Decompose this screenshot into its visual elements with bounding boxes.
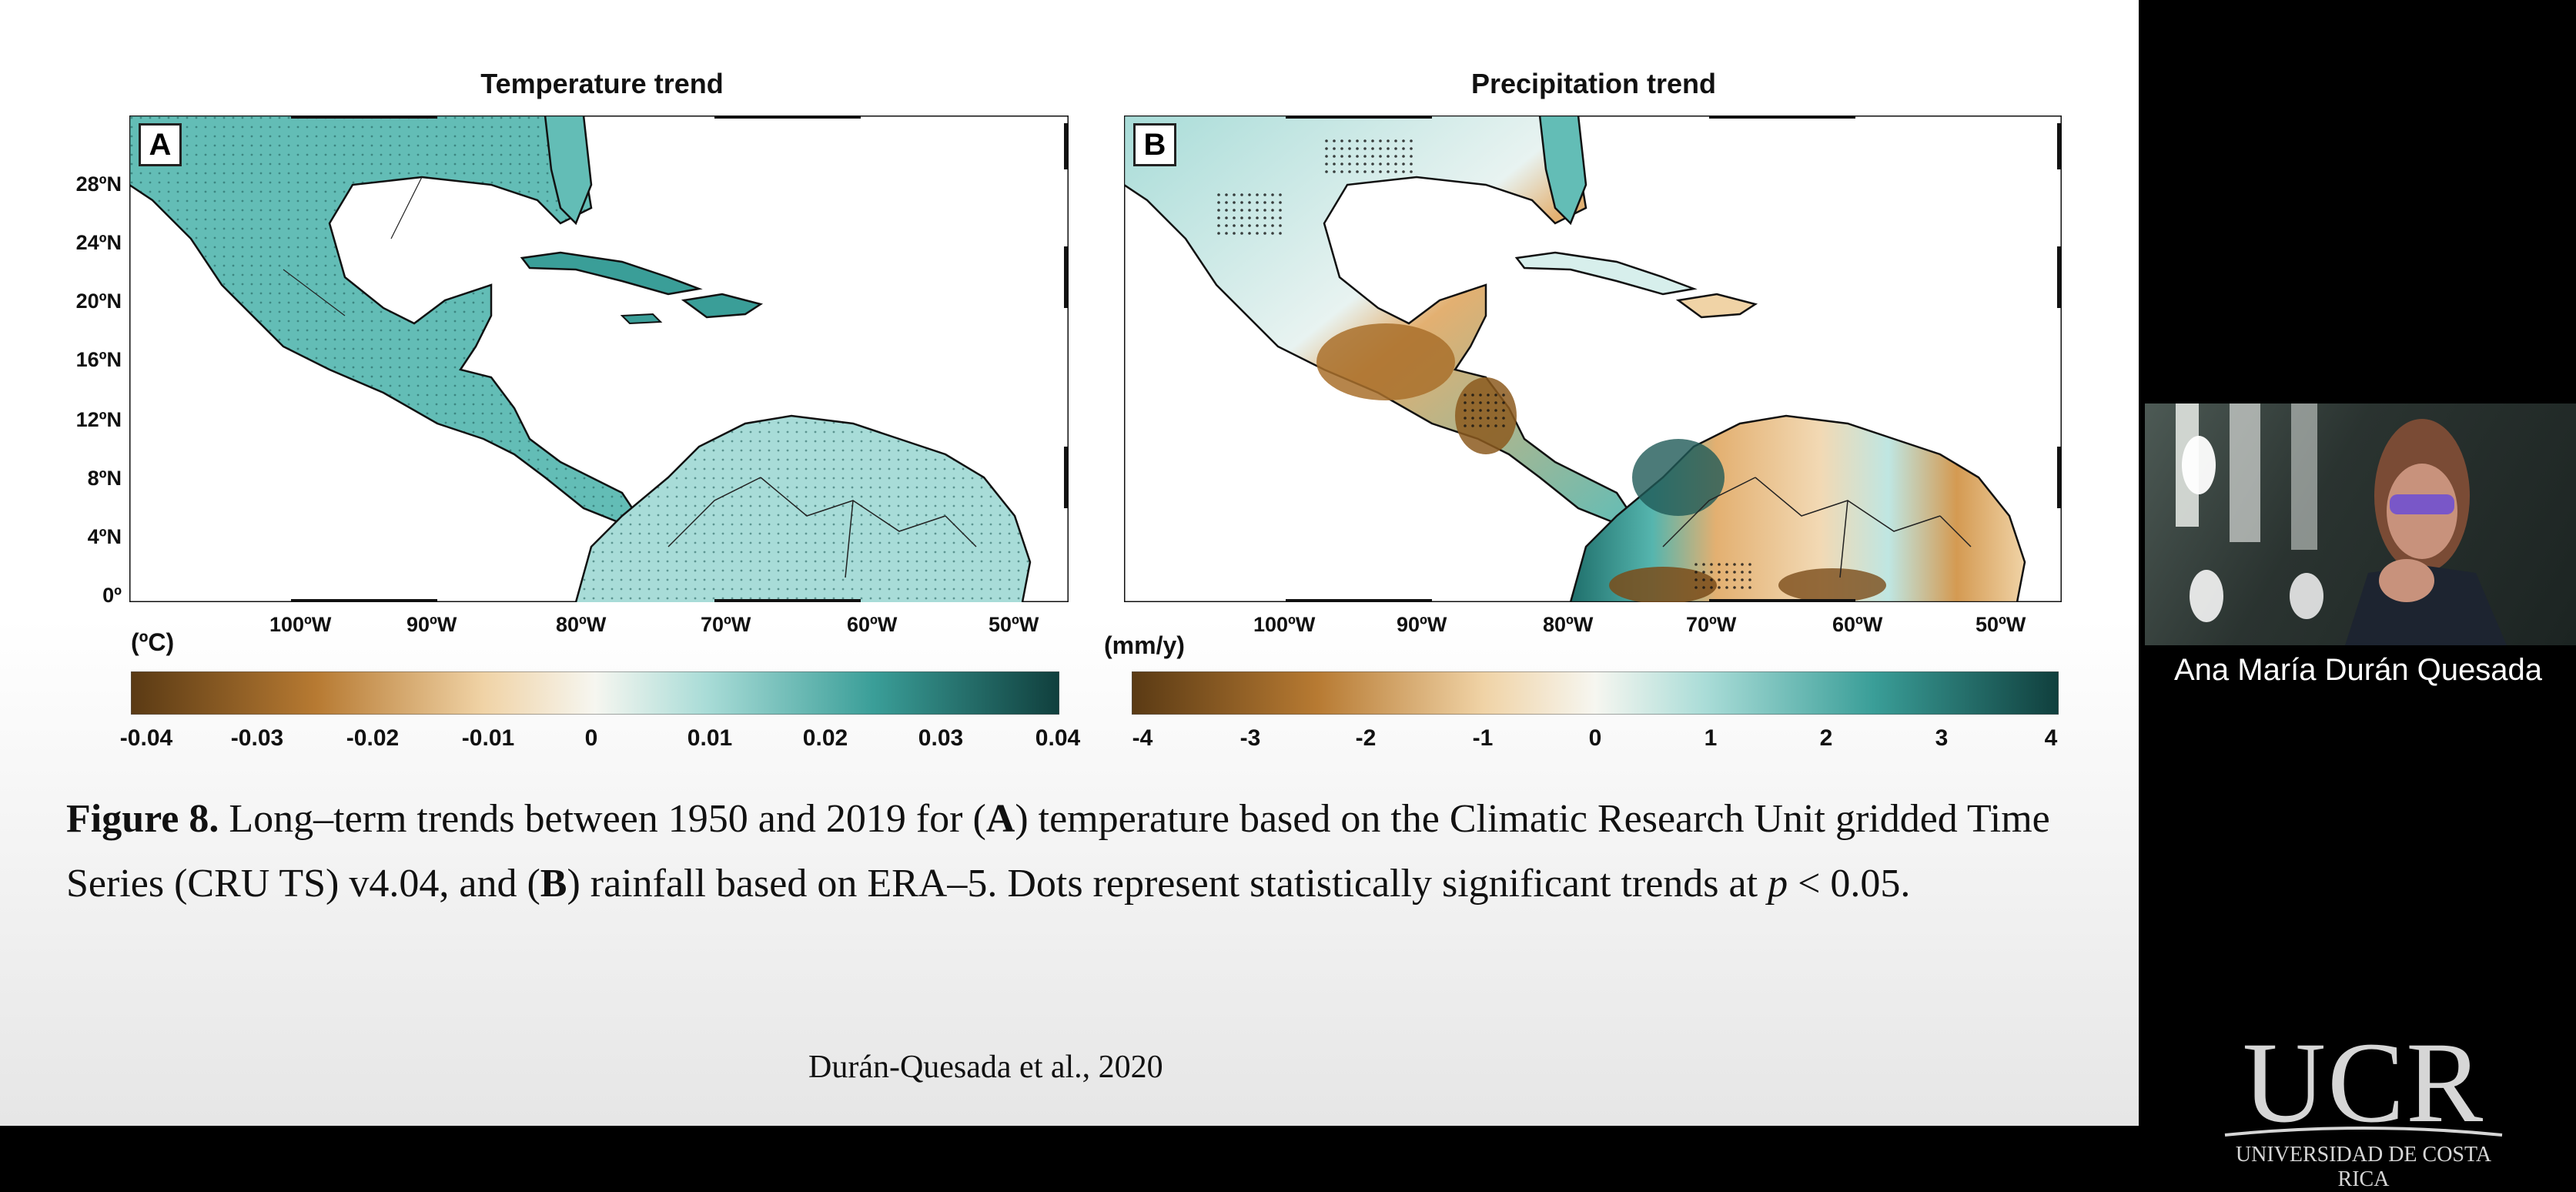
lon-label-a-50w: 50ºW bbox=[989, 613, 1039, 636]
panel-b-title: Precipitation trend bbox=[1470, 68, 1717, 99]
cbar-b-tick-5: 0 bbox=[1588, 725, 1602, 751]
caption-text-3: ) rainfall based on ERA–5. Dots represen… bbox=[567, 862, 1768, 906]
cbar-b-tick-4: -1 bbox=[1472, 725, 1494, 751]
cbar-b-tick-6: 1 bbox=[1704, 725, 1718, 751]
shared-slide: Temperature trend A 28ºN 24ºN bbox=[0, 0, 2139, 1126]
panel-b-unit: (mm/y) bbox=[1104, 631, 1185, 659]
lat-label-24n: 24ºN bbox=[75, 231, 122, 254]
cbar-a-tick-6: 0.01 bbox=[687, 725, 733, 751]
lon-label-b-80w: 80ºW bbox=[1543, 613, 1594, 636]
citation-credit: Durán-Quesada et al., 2020 bbox=[808, 1050, 1163, 1085]
florida-land-b bbox=[1538, 116, 1587, 226]
jamaica-island bbox=[620, 313, 663, 325]
panel-a-letter: A bbox=[139, 123, 182, 166]
lat-label-16n: 16ºN bbox=[75, 348, 122, 371]
cbar-a-tick-7: 0.02 bbox=[802, 725, 848, 751]
participant-video-frame bbox=[2176, 403, 2507, 645]
lat-label-12n: 12ºN bbox=[75, 408, 122, 431]
lon-label-a-70w: 70ºW bbox=[701, 613, 751, 636]
figure-caption: Figure 8. Long–term trends between 1950 … bbox=[66, 787, 2083, 916]
lat-label-20n: 20ºN bbox=[75, 290, 122, 313]
participant-video[interactable] bbox=[2145, 403, 2576, 645]
lat-label-28n: 28ºN bbox=[75, 172, 122, 196]
lon-label-a-80w: 80ºW bbox=[556, 613, 607, 636]
precipitation-map bbox=[1124, 116, 2062, 602]
caption-label: Figure 8. bbox=[66, 797, 219, 841]
caption-p-symbol: p bbox=[1768, 862, 1788, 906]
lon-label-a-100w: 100ºW bbox=[269, 613, 332, 636]
lon-label-b-100w: 100ºW bbox=[1253, 613, 1316, 636]
panel-a-title: Temperature trend bbox=[480, 68, 724, 99]
temperature-map bbox=[129, 116, 1069, 602]
panel-a-unit: (ºC) bbox=[131, 628, 175, 656]
caption-text-2: ) temperature based on the Climatic Rese… bbox=[66, 797, 2050, 906]
lon-label-b-60w: 60ºW bbox=[1832, 613, 1883, 636]
cbar-b-tick-3: -2 bbox=[1355, 725, 1377, 751]
hispaniola-island-b bbox=[1675, 293, 1758, 319]
ucr-logo-underline bbox=[2224, 1127, 2503, 1137]
lon-label-b-70w: 70ºW bbox=[1686, 613, 1737, 636]
lon-label-b-50w: 50ºW bbox=[1975, 613, 2026, 636]
ucr-logo-subtitle: UNIVERSIDAD DE COSTA RICA bbox=[2235, 1143, 2492, 1191]
cbar-a-tick-3: -0.02 bbox=[346, 725, 400, 751]
cbar-a-tick-9: 0.04 bbox=[1035, 725, 1081, 751]
cbar-a-tick-8: 0.03 bbox=[918, 725, 964, 751]
lon-label-a-60w: 60ºW bbox=[847, 613, 898, 636]
cuba-island bbox=[520, 251, 703, 296]
ucr-logo: UCR UNIVERSIDAD DE COSTA RICA bbox=[2217, 1016, 2510, 1191]
cbar-b-tick-7: 2 bbox=[1819, 725, 1833, 751]
lat-label-4n: 4ºN bbox=[87, 525, 122, 548]
precipitation-colorbar bbox=[1132, 671, 2059, 715]
cbar-a-tick-1: -0.04 bbox=[119, 725, 173, 751]
caption-text-4: < 0.05. bbox=[1788, 862, 1911, 906]
cbar-b-tick-9: 4 bbox=[2044, 725, 2058, 751]
temperature-colorbar bbox=[131, 671, 1059, 715]
hispaniola-island bbox=[681, 293, 764, 319]
ucr-logo-letters: UCR bbox=[2242, 1019, 2485, 1147]
participant-name-label: Ana María Durán Quesada bbox=[2173, 653, 2543, 687]
cuba-island-b bbox=[1514, 251, 1698, 296]
cbar-a-tick-2: -0.03 bbox=[230, 725, 284, 751]
lat-label-8n: 8ºN bbox=[87, 467, 122, 490]
lat-label-0: 0º bbox=[102, 584, 122, 607]
cbar-b-tick-8: 3 bbox=[1935, 725, 1949, 751]
caption-panel-b: B bbox=[540, 862, 567, 906]
cbar-b-tick-2: -3 bbox=[1239, 725, 1261, 751]
lon-label-a-90w: 90ºW bbox=[406, 613, 457, 636]
caption-panel-a: A bbox=[985, 797, 1015, 841]
caption-text-1: Long–term trends between 1950 and 2019 f… bbox=[219, 797, 986, 841]
lon-label-b-90w: 90ºW bbox=[1397, 613, 1447, 636]
florida-land bbox=[544, 116, 593, 226]
cbar-b-tick-1: -4 bbox=[1132, 725, 1153, 751]
cbar-a-tick-4: -0.01 bbox=[461, 725, 515, 751]
cbar-a-tick-5: 0 bbox=[584, 725, 598, 751]
panel-b-letter: B bbox=[1133, 123, 1176, 166]
